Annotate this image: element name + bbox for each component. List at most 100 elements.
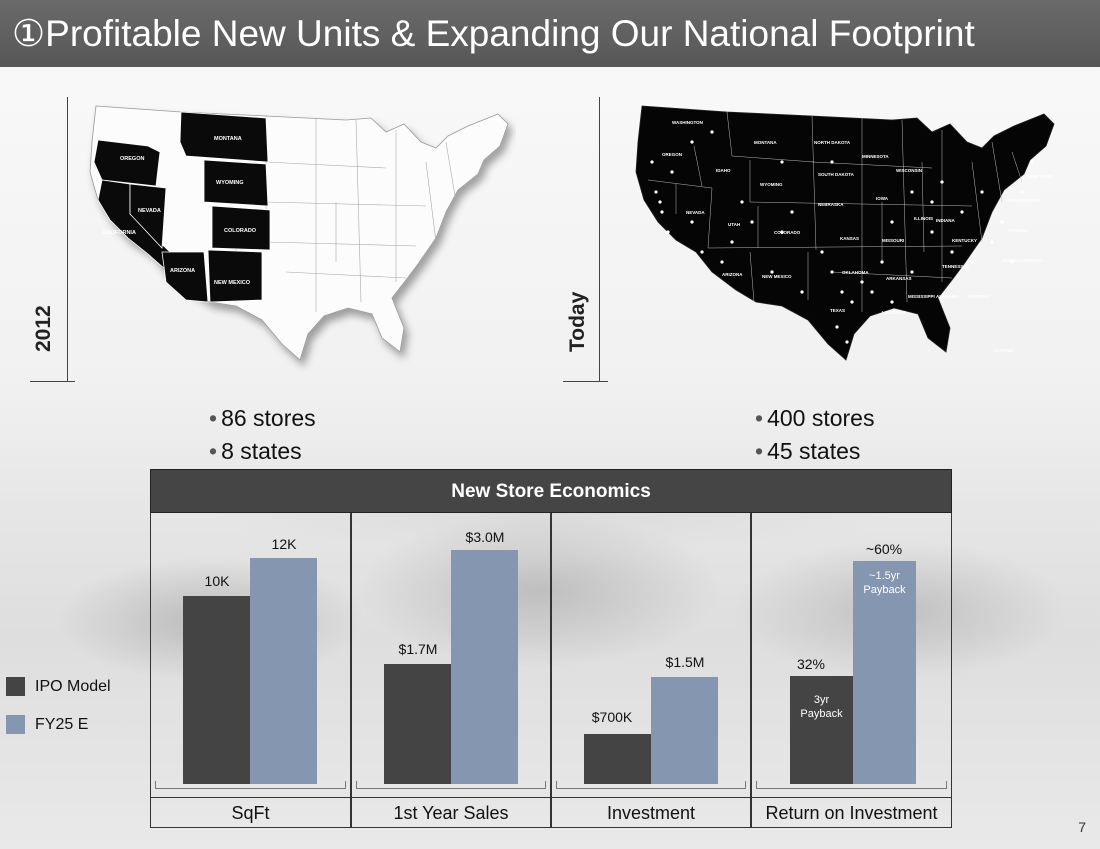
slide-title: ①Profitable New Units & Expanding Our Na… (0, 0, 1100, 67)
svg-text:KANSAS: KANSAS (840, 236, 859, 241)
svg-text:WISCONSIN: WISCONSIN (896, 168, 922, 173)
svg-text:TENNESSEE: TENNESSEE (942, 264, 969, 269)
store-marker (720, 260, 724, 264)
svg-text:GEORGIA: GEORGIA (968, 294, 990, 299)
page-number: 7 (1078, 819, 1086, 835)
sales-ipo-bar (384, 664, 451, 784)
sales-axis-bracket (356, 781, 546, 789)
svg-text:ILLINOIS: ILLINOIS (914, 216, 933, 221)
legend-item-ipo-model: IPO Model (6, 676, 111, 698)
sales-fy25-bar (451, 550, 518, 784)
store-marker (658, 200, 662, 204)
svg-text:INDIANA: INDIANA (936, 218, 955, 223)
nevada-state (129, 183, 167, 249)
svg-text:MINNESOTA: MINNESOTA (862, 154, 889, 159)
svg-text:LOUISIANA: LOUISIANA (882, 310, 908, 315)
svg-text:COLORADO: COLORADO (774, 230, 801, 235)
wyoming-state (203, 159, 269, 207)
store-marker (780, 230, 784, 234)
legend-item-fy25: FY25 E (6, 714, 111, 736)
svg-text:PENNSYLVANIA: PENNSYLVANIA (1006, 198, 1041, 203)
store-marker (830, 160, 834, 164)
legend-swatch-fy25 (6, 715, 25, 735)
svg-text:MISSISSIPPI: MISSISSIPPI (908, 294, 935, 299)
store-marker (670, 170, 674, 174)
store-marker (1010, 260, 1014, 264)
svg-text:NEW MEXICO: NEW MEXICO (214, 280, 251, 286)
roi-axis-bracket (756, 781, 947, 789)
store-marker (730, 240, 734, 244)
roi-fy25-payback-note: ~1.5yr Payback (863, 570, 906, 596)
store-marker (890, 300, 894, 304)
new-mexico-state (207, 249, 263, 303)
store-marker (870, 290, 874, 294)
sqft-fy25-value: 12K (271, 536, 297, 552)
investment-fy25-bar (651, 677, 718, 784)
svg-text:NEW MEXICO: NEW MEXICO (762, 274, 792, 279)
chart-legend: IPO Model FY25 E (6, 676, 111, 752)
roi-fy25-value: ~60% (865, 541, 903, 557)
us-map-2012: OREGON MONTANA WYOMING NEVADA CALIFORNIA CO… (86, 102, 516, 372)
store-marker (860, 280, 864, 284)
left-map-axis-vertical (67, 97, 68, 382)
us-map-today: WASHINGTON OREGON MONTANA NORTH DAKOTA IDA… (632, 102, 1072, 372)
svg-text:KENTUCKY: KENTUCKY (952, 238, 977, 243)
store-marker (770, 270, 774, 274)
svg-text:NEBRASKA: NEBRASKA (818, 202, 844, 207)
svg-text:MISSOURI: MISSOURI (882, 238, 904, 243)
store-marker (780, 160, 784, 164)
svg-text:UTAH: UTAH (728, 222, 740, 227)
roi-ipo-payback-note: 3yr Payback (800, 694, 843, 720)
montana-state (179, 111, 269, 163)
store-marker (890, 220, 894, 224)
svg-text:VIRGINIA: VIRGINIA (1008, 228, 1029, 233)
store-marker (650, 160, 654, 164)
store-marker (850, 300, 854, 304)
store-marker (820, 250, 824, 254)
store-marker (1020, 190, 1024, 194)
investment-ipo-bar (584, 734, 651, 784)
store-marker (960, 210, 964, 214)
store-marker (940, 180, 944, 184)
svg-text:FLORIDA: FLORIDA (994, 348, 1015, 353)
svg-text:IDAHO: IDAHO (716, 168, 731, 173)
store-marker (930, 230, 934, 234)
store-marker (845, 340, 849, 344)
store-marker (710, 130, 714, 134)
svg-text:TEXAS: TEXAS (830, 308, 845, 313)
svg-text:WYOMING: WYOMING (216, 180, 244, 186)
return-on-investment-label: Return on Investment (752, 797, 951, 827)
left-map-stats: • 86 stores • 8 states (209, 402, 316, 468)
store-marker (690, 220, 694, 224)
sales-ipo-value: $1.7M (398, 641, 438, 657)
roi-ipo-value: 32% (796, 656, 826, 672)
store-marker (910, 190, 914, 194)
svg-text:NEVADA: NEVADA (686, 210, 705, 215)
left-map-year-label: 2012 (32, 305, 55, 352)
store-marker (690, 140, 694, 144)
store-marker (880, 260, 884, 264)
svg-text:IOWA: IOWA (876, 196, 889, 201)
sqft-fy25-bar (250, 558, 317, 784)
store-marker (980, 190, 984, 194)
store-marker (1000, 220, 1004, 224)
left-stat-states: • 8 states (209, 438, 302, 464)
investment-fy25-value: $1.5M (665, 654, 705, 670)
svg-text:ARIZONA: ARIZONA (722, 272, 743, 277)
store-marker (950, 250, 954, 254)
oregon-state (93, 139, 161, 187)
sqft-ipo-value: 10K (204, 573, 230, 589)
store-marker (990, 240, 994, 244)
svg-text:CALIFORNIA: CALIFORNIA (102, 230, 136, 236)
first-year-sales-label: 1st Year Sales (352, 797, 550, 827)
svg-text:SOUTH DAKOTA: SOUTH DAKOTA (818, 172, 855, 177)
left-map-axis-horizontal (30, 381, 75, 382)
sqft-label: SqFt (151, 797, 350, 827)
svg-text:ALABAMA: ALABAMA (936, 294, 959, 299)
sqft-ipo-bar (183, 596, 250, 784)
sqft-axis-bracket (155, 781, 346, 789)
svg-text:OREGON: OREGON (662, 152, 682, 157)
svg-text:MONTANA: MONTANA (214, 136, 242, 142)
panel-investment: $700K $1.5M Investment (551, 513, 751, 828)
investment-axis-bracket (556, 781, 746, 789)
